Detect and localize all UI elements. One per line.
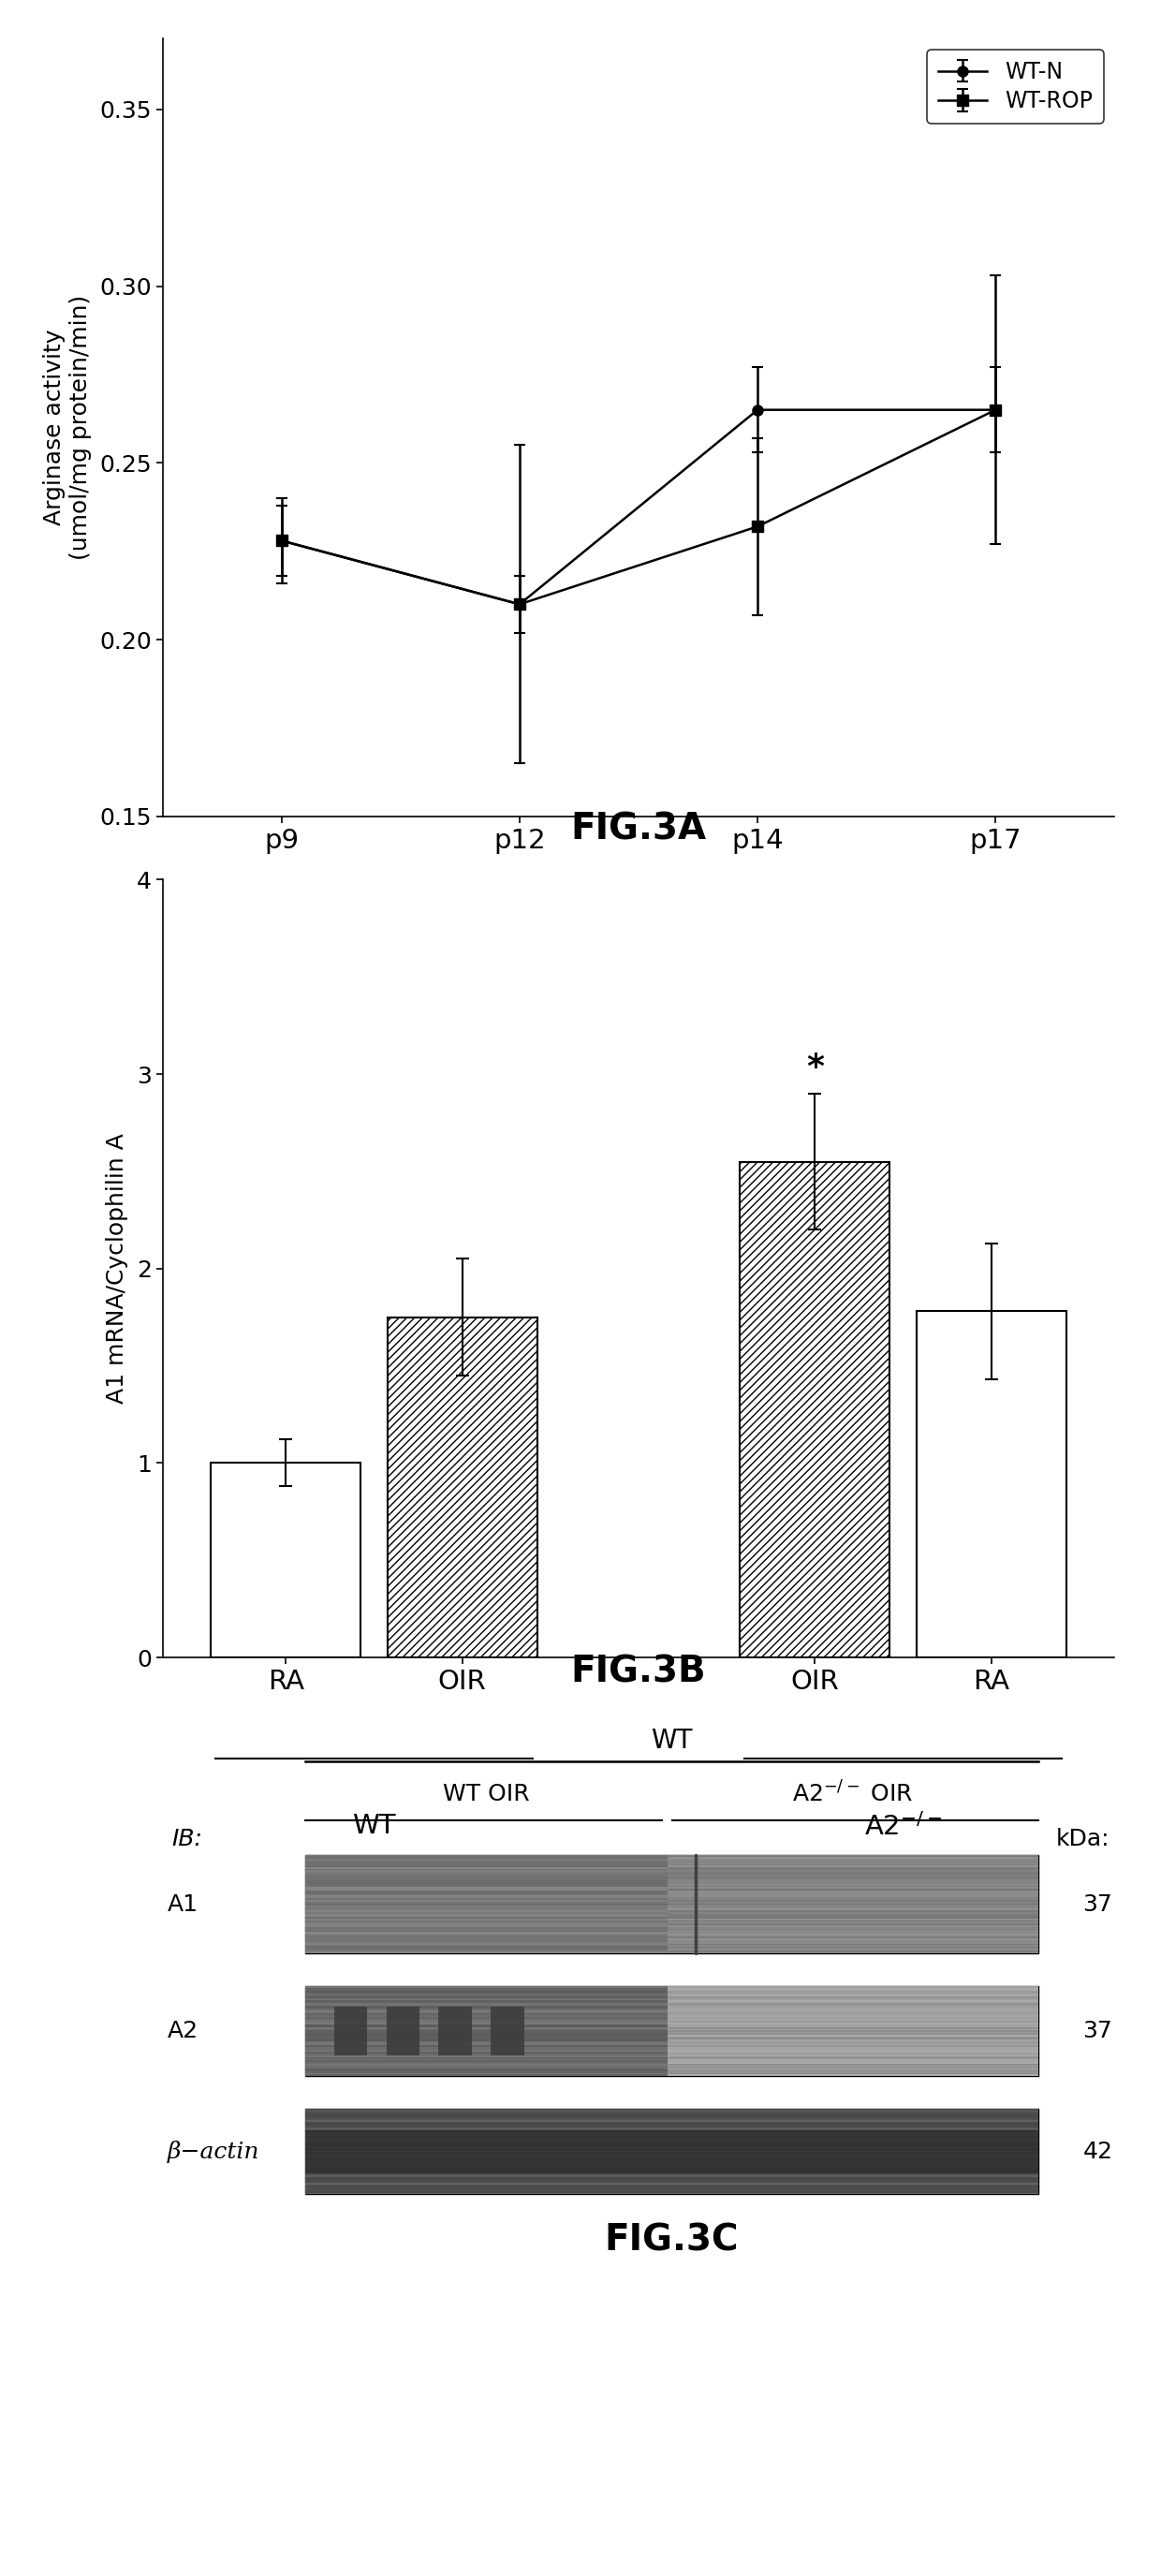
Y-axis label: A1 mRNA/Cyclophilin A: A1 mRNA/Cyclophilin A [107, 1133, 129, 1404]
Bar [305, 1986, 668, 2076]
Text: FIG.3B: FIG.3B [571, 1654, 706, 1690]
Bar [334, 2007, 367, 2056]
Text: WT: WT [651, 1728, 693, 1754]
Text: $\mathregular{A2^{-/-}}$ OIR: $\mathregular{A2^{-/-}}$ OIR [792, 1783, 914, 1806]
Text: 37: 37 [1083, 1893, 1112, 1917]
Legend: WT-N, WT-ROP: WT-N, WT-ROP [928, 49, 1103, 124]
Text: WT: WT [352, 1814, 396, 1839]
Text: 42: 42 [1083, 2141, 1112, 2164]
Bar [491, 2007, 525, 2056]
Text: *: * [806, 1051, 824, 1084]
Bar [668, 1986, 1038, 2076]
Text: β−actin: β−actin [167, 2141, 260, 2164]
Y-axis label: Arginase activity
(umol/mg protein/min): Arginase activity (umol/mg protein/min) [43, 294, 92, 559]
Bar [387, 2007, 419, 2056]
Text: kDa:: kDa: [1057, 1829, 1110, 1850]
Bar [668, 1855, 1038, 1953]
Bar [740, 1162, 889, 1656]
Bar [305, 2110, 1038, 2195]
Bar [305, 1855, 668, 1953]
Text: FIG.3C: FIG.3C [605, 2223, 740, 2259]
Text: A1: A1 [167, 1893, 199, 1917]
Bar [305, 1855, 1038, 1953]
Bar [211, 1463, 361, 1656]
Text: FIG.3A: FIG.3A [570, 811, 707, 848]
Text: $\mathregular{A2^{-/-}}$: $\mathregular{A2^{-/-}}$ [864, 1814, 942, 1842]
Bar [916, 1311, 1066, 1656]
Bar [439, 2007, 471, 2056]
Bar [305, 2110, 1038, 2195]
Text: A2: A2 [167, 2020, 199, 2043]
Bar [305, 1986, 1038, 2076]
Text: WT OIR: WT OIR [442, 1783, 529, 1806]
Text: 37: 37 [1083, 2020, 1112, 2043]
Bar [388, 1316, 538, 1656]
Text: IB:: IB: [172, 1829, 203, 1850]
Bar [305, 2130, 1038, 2174]
